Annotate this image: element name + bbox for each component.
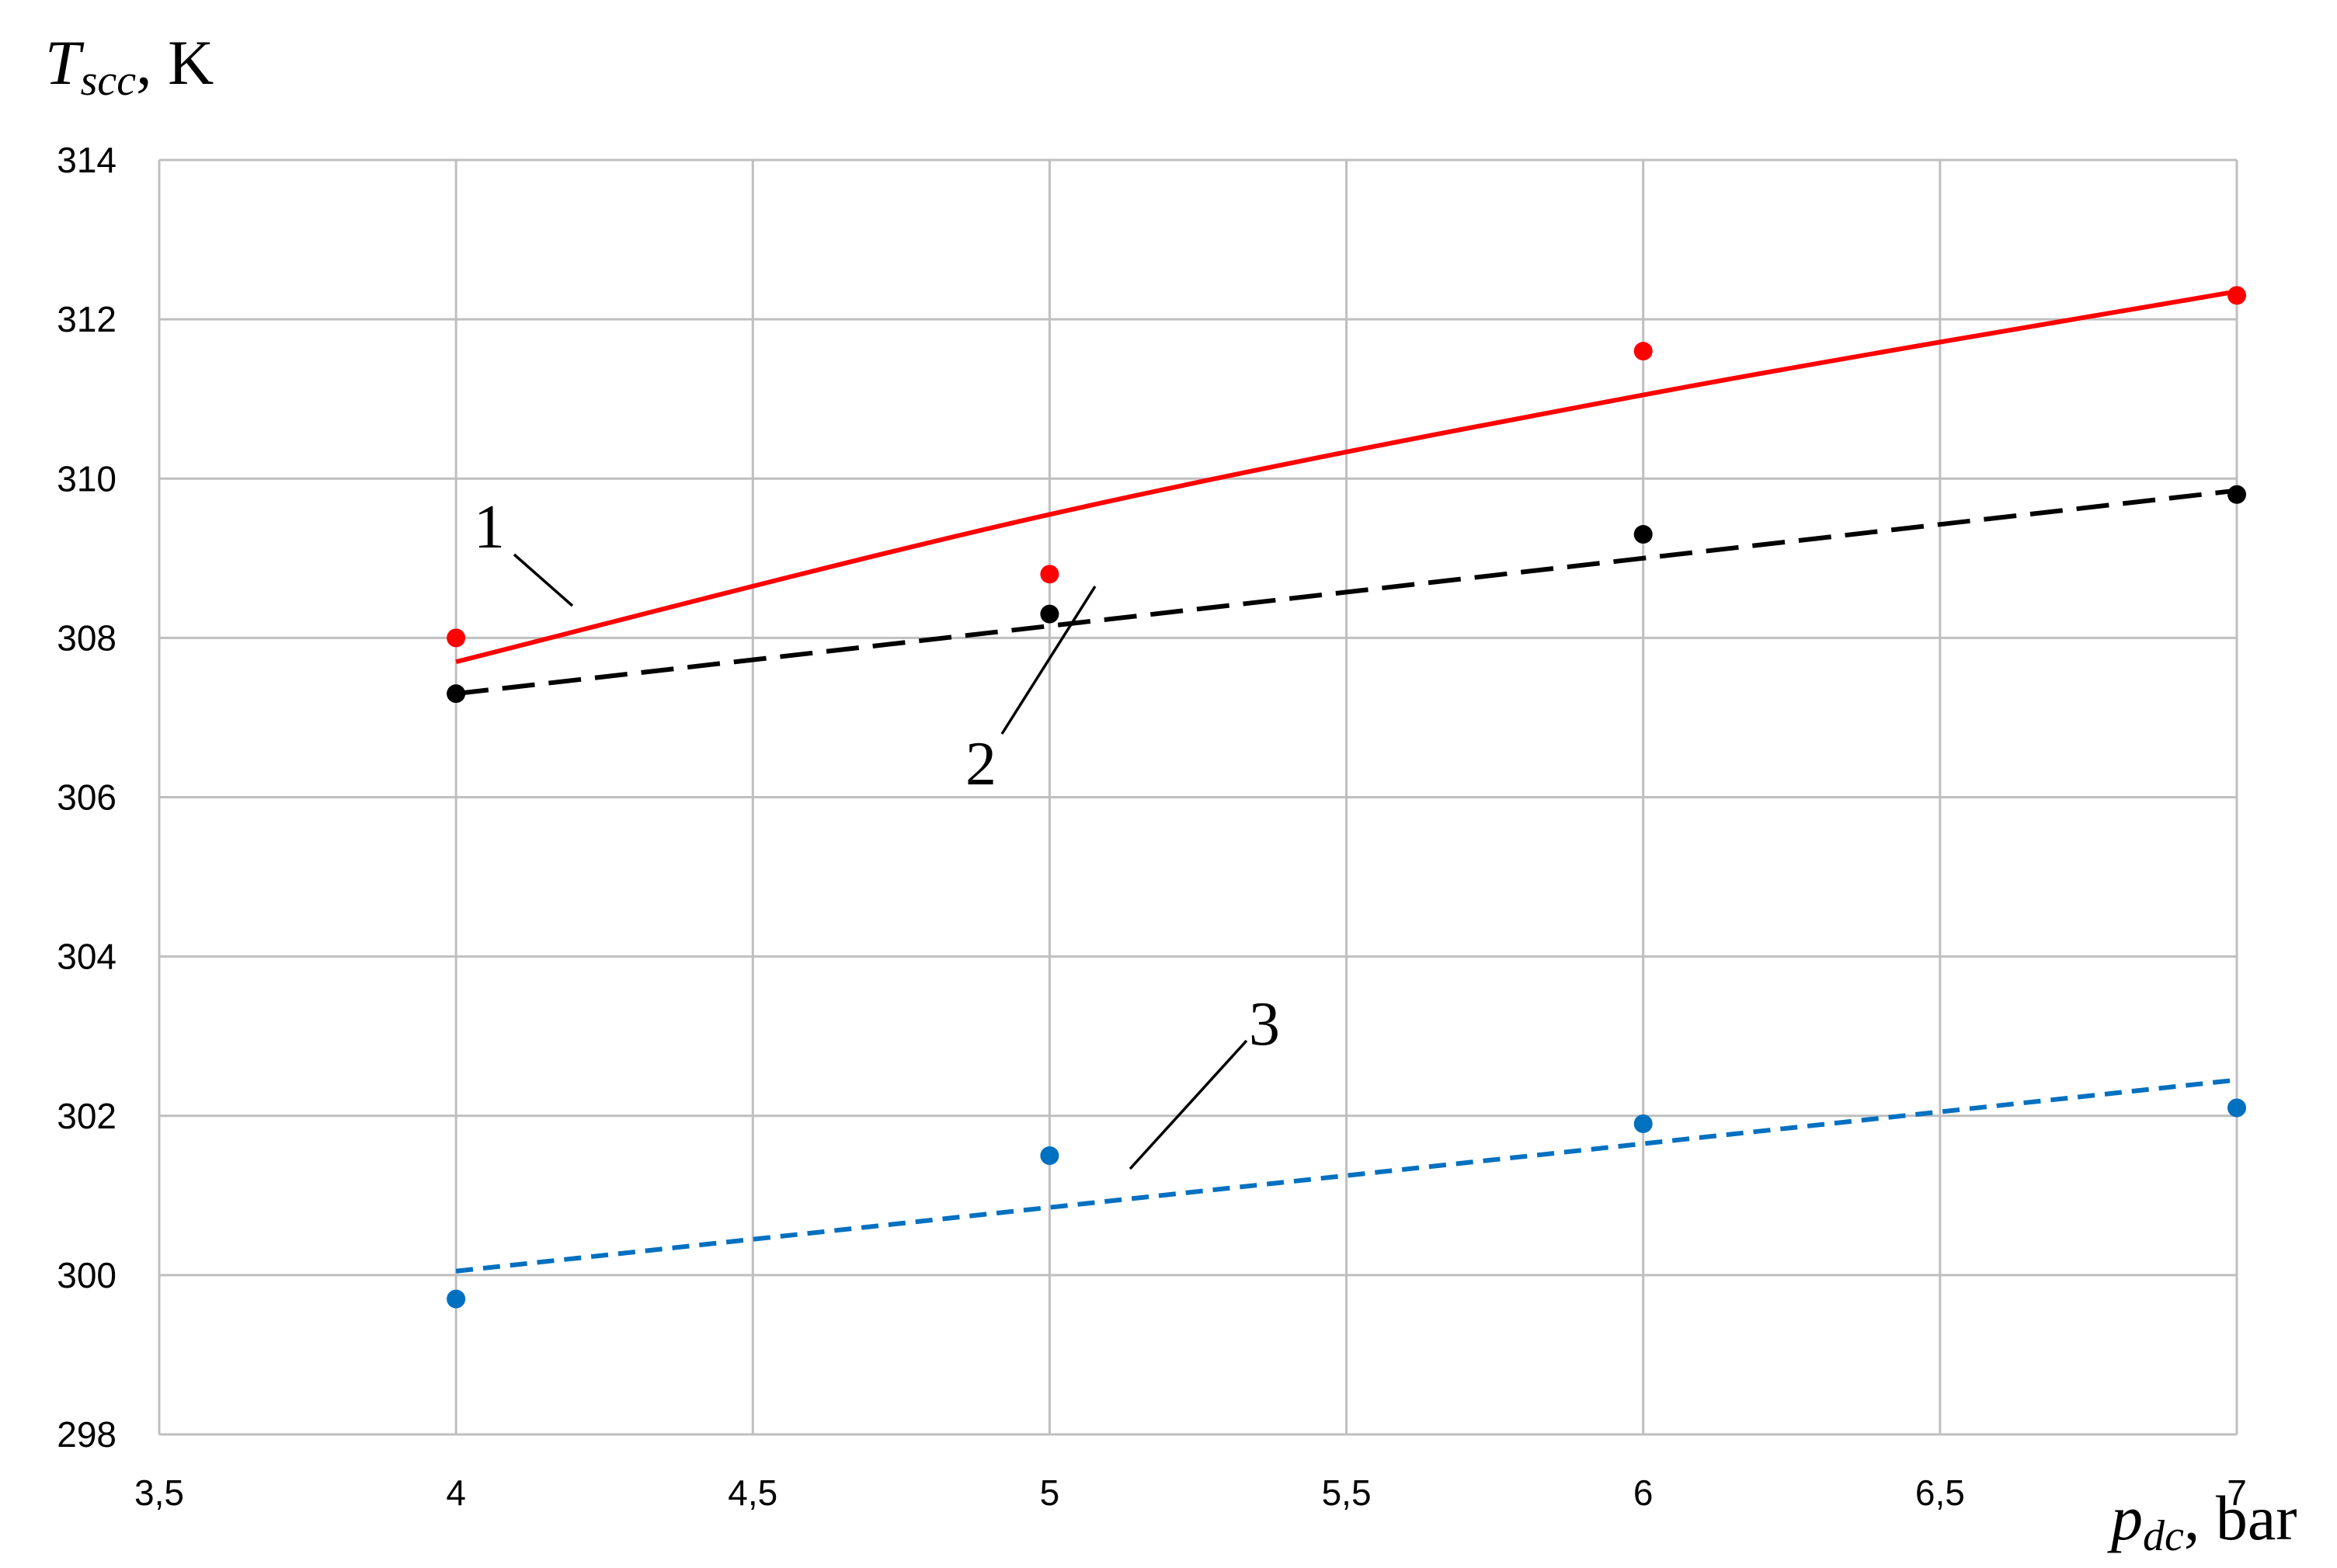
y-axis-ticks: 298 300 302 304 306 308 310 312 314 (57, 140, 117, 1455)
x-tick-label: 5 (1040, 1472, 1060, 1513)
y-tick-label: 310 (57, 458, 117, 499)
x-axis-title: pdc, bar (2107, 1483, 2297, 1560)
series (447, 286, 2246, 1309)
series-2-trend-line (455, 488, 2238, 697)
x-axis-unit: , bar (2184, 1483, 2297, 1553)
y-tick-label: 306 (57, 777, 117, 818)
x-tick-label: 6 (1633, 1472, 1654, 1513)
series-1-point (1040, 565, 1059, 584)
curve-2-leader-line (1000, 586, 1097, 735)
series-3-point (1633, 1114, 1653, 1134)
y-axis-subscript: scc (81, 57, 137, 105)
x-tick-label: 5,5 (1322, 1472, 1372, 1513)
series-3-point (2227, 1098, 2246, 1118)
y-tick-label: 308 (57, 617, 117, 658)
x-tick-label: 4 (446, 1472, 466, 1513)
series-3 (447, 1077, 2246, 1309)
y-axis-unit: , K (136, 27, 214, 98)
series-1-trend-line (455, 289, 2238, 665)
x-tick-label: 7 (2227, 1472, 2247, 1513)
y-axis-symbol: T (45, 27, 85, 98)
curve-1-leader-line (513, 553, 574, 607)
series-1-point (2227, 286, 2246, 305)
series-1 (447, 286, 2246, 665)
x-tick-label: 6,5 (1915, 1472, 1965, 1513)
y-tick-label: 304 (57, 937, 117, 977)
x-axis-symbol: p (2107, 1483, 2143, 1553)
curve-3-label: 3 (1249, 990, 1280, 1059)
series-2-point (1040, 604, 1059, 624)
series-2 (447, 485, 2246, 704)
series-3-point (447, 1289, 466, 1309)
y-tick-label: 314 (57, 140, 117, 180)
x-axis-subscript: dc (2143, 1512, 2184, 1560)
y-axis-title: Tscc, K (45, 27, 214, 105)
x-axis-ticks: 3,5 4 4,5 5 5,5 6 6,5 7 (134, 1472, 2247, 1513)
curve-3-leader-line (1129, 1039, 1248, 1170)
curve-labels: 1 2 3 (474, 493, 1280, 1170)
grid (158, 158, 2238, 1436)
y-tick-label: 312 (57, 299, 117, 339)
x-tick-label: 4,5 (728, 1472, 777, 1513)
series-2-point (2227, 485, 2246, 504)
series-2-point (1633, 525, 1653, 544)
series-1-point (447, 628, 466, 648)
y-tick-label: 302 (57, 1096, 117, 1136)
series-1-point (1633, 342, 1653, 361)
series-3-point (1040, 1146, 1059, 1166)
curve-1-label: 1 (474, 493, 505, 561)
curve-2-label: 2 (965, 730, 996, 798)
y-tick-label: 298 (57, 1414, 117, 1455)
y-tick-label: 300 (57, 1255, 117, 1295)
x-tick-label: 3,5 (134, 1472, 184, 1513)
series-2-point (447, 684, 466, 704)
